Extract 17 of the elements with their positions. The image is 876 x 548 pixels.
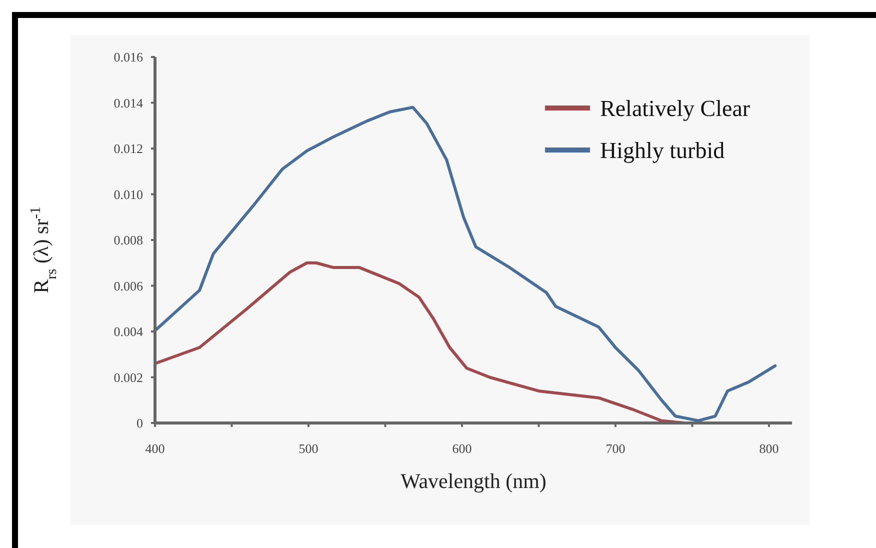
y-tick-label: 0.004 (114, 324, 144, 340)
legend-label: Highly turbid (600, 138, 726, 164)
y-tick-label: 0.016 (114, 50, 144, 65)
y-tick-label: 0 (136, 416, 143, 431)
legend-label: Relatively Clear (600, 96, 750, 122)
x-tick-label: 700 (606, 441, 626, 456)
x-tick-label: 500 (298, 441, 318, 456)
x-tick-label: 800 (759, 441, 779, 456)
x-tick-label: 400 (145, 441, 165, 456)
y-tick-label: 0.006 (114, 278, 144, 294)
y-tick-label: 0.014 (114, 95, 144, 110)
y-tick-label: 0.008 (114, 232, 143, 248)
x-axis-title: Wavelength (nm) (400, 469, 546, 493)
x-tick-label: 600 (452, 441, 472, 456)
y-tick-label: 0.002 (114, 370, 143, 385)
y-tick-label: 0.012 (114, 141, 143, 156)
y-tick-label: 0.010 (114, 186, 143, 202)
